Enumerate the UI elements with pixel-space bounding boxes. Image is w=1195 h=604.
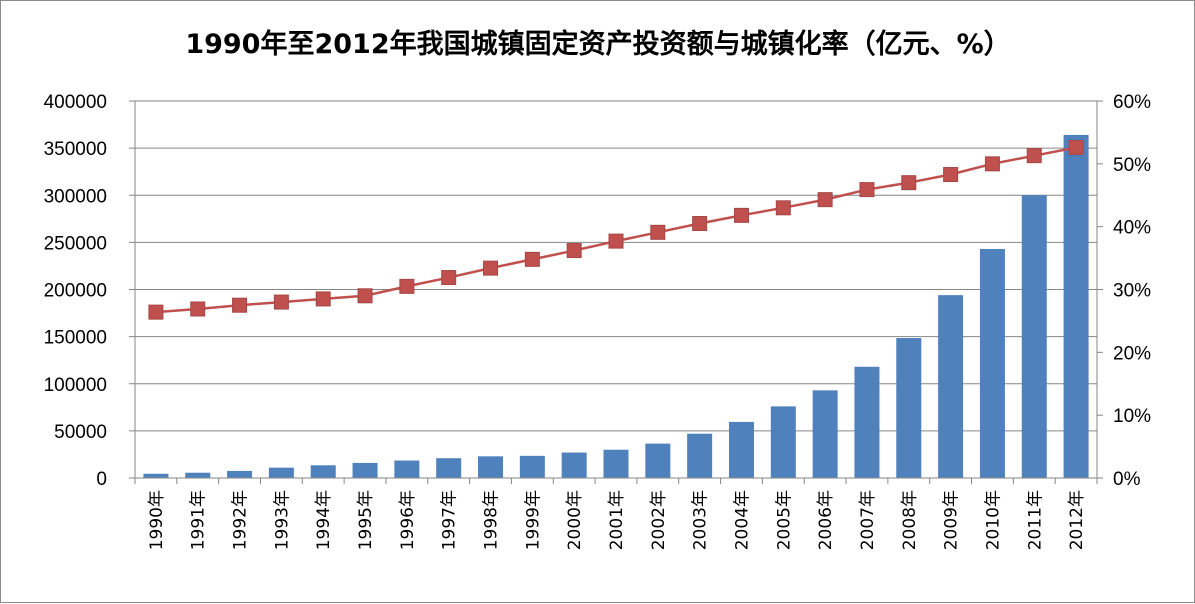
bar (687, 433, 713, 478)
bar (310, 465, 336, 478)
right-tick-label: 50% (1113, 155, 1151, 176)
line-point (901, 175, 917, 191)
bar (938, 295, 964, 478)
left-axis-ticks: 0 50000 100000 150000 200000 250000 300000 3500… (44, 92, 107, 490)
line-point (943, 167, 959, 183)
left-tick-label: 400000 (44, 92, 107, 113)
category-label: 2006年 (816, 490, 836, 550)
left-tick-label: 50000 (54, 422, 107, 443)
bar (854, 366, 880, 478)
bar (979, 248, 1005, 478)
bar (394, 460, 420, 478)
category-label: 1997年 (440, 490, 460, 550)
bar-series (143, 134, 1089, 478)
category-label: 2012年 (1067, 490, 1087, 550)
right-tick-label: 20% (1113, 343, 1151, 364)
line-point (1068, 139, 1084, 155)
category-label: 1998年 (482, 490, 502, 550)
line-point (692, 216, 708, 232)
bar (143, 473, 169, 478)
left-tick-label: 300000 (44, 186, 107, 207)
left-tick-label: 250000 (44, 233, 107, 254)
line-point (859, 182, 875, 198)
line-point (315, 291, 331, 307)
category-label: 1994年 (314, 490, 334, 550)
line-point (273, 294, 289, 310)
line-point (357, 288, 373, 304)
left-tick-label: 150000 (44, 328, 107, 349)
right-tick-label: 40% (1113, 218, 1151, 239)
bar (1063, 134, 1089, 478)
category-label: 2003年 (691, 490, 711, 550)
bar (352, 462, 378, 478)
bar (1021, 195, 1047, 478)
category-label: 2007年 (858, 490, 878, 550)
category-label: 2001年 (607, 490, 627, 550)
category-label: 1991年 (189, 490, 209, 550)
category-label: 2002年 (649, 490, 669, 550)
line-point (650, 224, 666, 240)
bar (603, 449, 629, 478)
series-line (155, 146, 1077, 314)
bar (770, 406, 796, 478)
left-tick-label: 350000 (44, 139, 107, 160)
category-label: 2011年 (1025, 490, 1045, 550)
bar (227, 470, 253, 478)
category-label: 1996年 (398, 490, 418, 550)
line-point (1026, 148, 1042, 164)
category-label: 1990年 (147, 490, 167, 550)
bar (645, 443, 671, 478)
bar (728, 421, 754, 478)
right-tick-label: 60% (1113, 92, 1151, 113)
right-tick-label: 0% (1113, 469, 1141, 490)
line-point (148, 304, 164, 320)
line-point (733, 207, 749, 223)
bar (185, 472, 211, 478)
line-point (399, 278, 415, 294)
bar (268, 467, 294, 478)
left-tick-label: 100000 (44, 375, 107, 396)
line-point (524, 251, 540, 267)
category-label: 2008年 (900, 490, 920, 550)
line-point (190, 301, 206, 317)
line-point (232, 297, 248, 313)
left-tick-label: 200000 (44, 281, 107, 302)
category-label: 1995年 (356, 490, 376, 550)
category-label: 1999年 (523, 490, 543, 550)
line-point (566, 243, 582, 259)
line-series (148, 139, 1084, 320)
chart-title: 1990年至2012年我国城镇固定资产投资额与城镇化率（亿元、%） (185, 28, 1010, 60)
axes (129, 100, 1103, 484)
right-axis-ticks: 0% 10% 20% 30% 40% 50% 60% (1113, 92, 1151, 490)
right-tick-label: 30% (1113, 281, 1151, 302)
left-tick-label: 0 (96, 469, 107, 490)
bar (561, 452, 587, 478)
category-label: 2000年 (565, 490, 585, 550)
category-label: 2005年 (774, 490, 794, 550)
category-label: 2009年 (942, 490, 962, 550)
bar (812, 390, 838, 478)
category-axis-labels: 1990年 1991年 1992年 1993年 1994年 1995年 1996年 1997年… (147, 490, 1087, 550)
line-point (608, 233, 624, 249)
bar (519, 455, 545, 478)
bar (896, 338, 922, 478)
category-label: 2010年 (983, 490, 1003, 550)
bar (436, 458, 462, 478)
category-label: 1992年 (231, 490, 251, 550)
line-point (483, 260, 499, 276)
bar (478, 456, 504, 478)
category-label: 2004年 (732, 490, 752, 550)
line-point (441, 270, 457, 286)
line-point (817, 192, 833, 208)
line-point (775, 200, 791, 216)
category-label: 1993年 (272, 490, 292, 550)
right-tick-label: 10% (1113, 406, 1151, 427)
line-point (984, 156, 1000, 172)
